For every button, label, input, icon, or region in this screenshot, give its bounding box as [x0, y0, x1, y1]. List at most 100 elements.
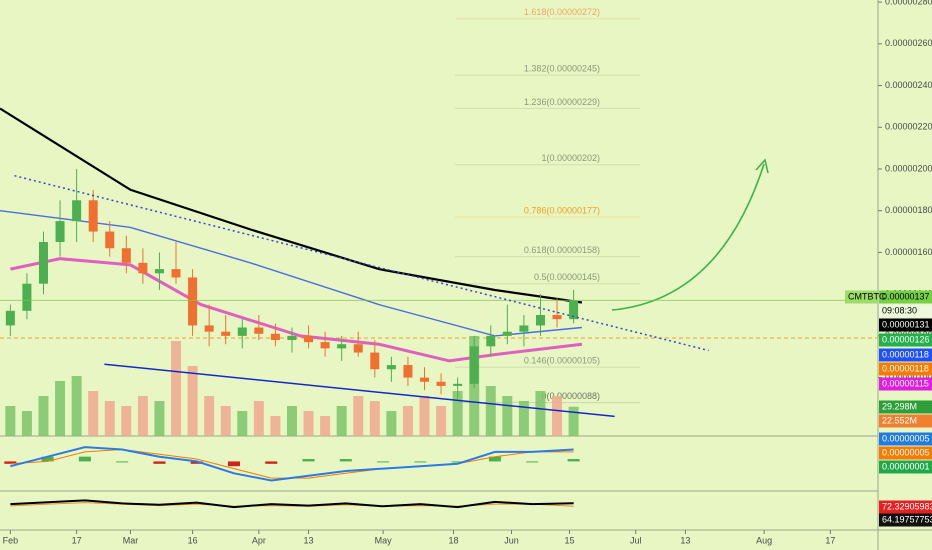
- candle-body: [38, 241, 48, 284]
- candle-body: [171, 269, 181, 278]
- fib-label: 1(0.00000202): [541, 153, 600, 163]
- macd-histogram: [567, 459, 580, 462]
- candle-body: [386, 365, 396, 370]
- volume-bar: [419, 396, 430, 436]
- oscillator-line: [10, 499, 574, 509]
- candle-body: [370, 352, 380, 370]
- price-tag: [879, 460, 932, 474]
- price-tag-label: 0.00000137: [882, 291, 930, 301]
- volume-bar: [237, 411, 248, 436]
- price-tag-label: 22.552M: [882, 415, 917, 425]
- candle-body: [403, 365, 413, 378]
- candle-body: [569, 300, 579, 320]
- price-tag: [879, 400, 932, 414]
- macd-line: [10, 446, 574, 482]
- candle-body: [105, 231, 115, 249]
- volume-bar: [55, 381, 66, 436]
- moving-average: [0, 107, 583, 304]
- price-tag-label: 0.00000131: [882, 319, 930, 329]
- x-tick-label: Feb: [3, 535, 19, 545]
- volume-bar: [21, 411, 32, 436]
- symbol-tag: [845, 290, 878, 304]
- volume-bar: [436, 406, 447, 436]
- macd-histogram: [339, 459, 352, 462]
- volume-bar: [104, 401, 115, 436]
- volume-bar: [5, 406, 16, 436]
- x-tick-label: May: [375, 535, 393, 545]
- candle-body: [469, 346, 479, 384]
- fib-label: 0.786(0.00000177): [524, 205, 600, 215]
- price-tag: [879, 290, 932, 304]
- volume-bar: [286, 406, 297, 436]
- volume-bar: [204, 396, 215, 436]
- x-tick-label: 18: [448, 535, 458, 545]
- y-tick-label: 0.00000100: [885, 372, 932, 382]
- candle-body: [436, 381, 446, 386]
- candle-body: [453, 383, 463, 386]
- volume-bar: [154, 401, 165, 436]
- candle-body: [287, 335, 297, 341]
- projection-arrow: [611, 163, 765, 311]
- fib-label: 1.236(0.00000229): [524, 97, 600, 107]
- fib-label: 0(0.00000088): [541, 391, 600, 401]
- candle-body: [552, 315, 562, 320]
- candle-body: [337, 344, 347, 349]
- volume-bar: [121, 406, 132, 436]
- candle-body: [5, 310, 15, 326]
- volume-bar: [88, 391, 99, 436]
- volume-bar: [220, 406, 231, 436]
- candle-body: [502, 331, 512, 336]
- macd-histogram: [190, 461, 203, 464]
- candle-body: [486, 335, 496, 347]
- price-tag-label: 0.00000118: [882, 363, 929, 373]
- volume-bar: [137, 396, 148, 436]
- moving-average: [10, 257, 583, 363]
- candle-body: [55, 221, 65, 242]
- price-tag-label: 0.00000001: [882, 461, 930, 471]
- candle-body: [72, 200, 82, 222]
- fib-label: 0.618(0.00000158): [524, 245, 600, 255]
- candle-body: [320, 342, 330, 349]
- price-tag: [879, 513, 932, 527]
- macd-histogram: [377, 461, 390, 463]
- price-tag: [879, 333, 932, 347]
- volume-bar: [303, 411, 314, 436]
- volume-bar: [270, 416, 281, 436]
- fib-label: 1.382(0.00000245): [524, 63, 600, 73]
- candle-body: [420, 377, 430, 382]
- price-tag-label: 72.32905983: [882, 501, 932, 511]
- macd-histogram: [116, 461, 129, 463]
- x-tick-label: 13: [680, 535, 690, 545]
- y-tick-label: 0.00000240: [885, 80, 932, 90]
- candle-body: [304, 335, 314, 343]
- volume-bar: [552, 396, 563, 436]
- volume-bar: [253, 401, 264, 436]
- volume-bar: [187, 366, 198, 436]
- x-tick-label: Mar: [123, 535, 139, 545]
- fib-label: 1.618(0.00000272): [524, 7, 600, 17]
- volume-bar: [171, 341, 182, 436]
- macd-histogram: [526, 461, 539, 463]
- macd-histogram: [265, 461, 278, 464]
- price-tag: [879, 304, 932, 318]
- volume-bar: [71, 376, 82, 436]
- x-tick-label: 13: [304, 535, 314, 545]
- candle-body: [154, 269, 164, 274]
- price-tag: [879, 432, 932, 446]
- macd-histogram: [41, 456, 54, 462]
- y-tick-label: 0.00000200: [885, 163, 932, 173]
- price-tag-label: 09:08:30: [882, 305, 917, 315]
- projection-arrow-head: [755, 158, 769, 174]
- macd-histogram: [4, 461, 17, 464]
- x-tick-label: Jun: [504, 535, 519, 545]
- candle-body: [22, 283, 32, 311]
- fib-label: 0.146(0.00000105): [524, 356, 600, 366]
- macd-histogram: [78, 456, 91, 462]
- volume-bar: [518, 401, 529, 436]
- candle-body: [88, 200, 98, 232]
- fib-label: 0.5(0.00000145): [534, 272, 600, 282]
- volume-bar: [485, 386, 496, 436]
